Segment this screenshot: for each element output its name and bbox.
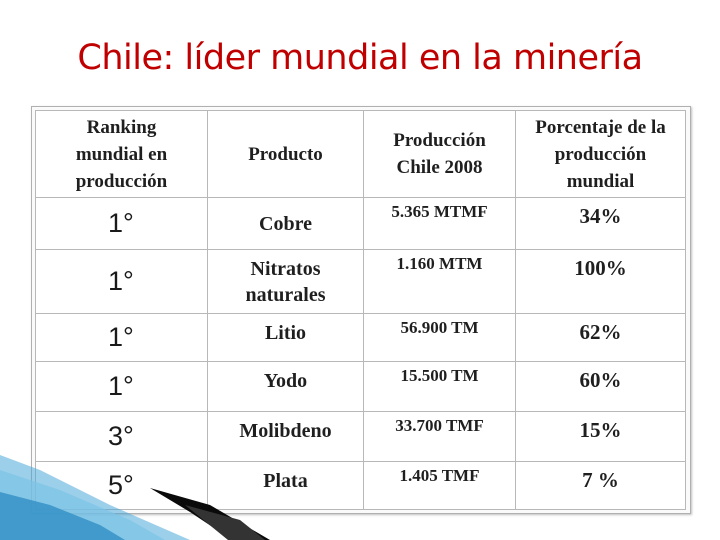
- percent-cell: 62%: [515, 313, 686, 362]
- header-porcentaje: Porcentaje de la producción mundial: [515, 110, 686, 198]
- product-cell: Cobre: [207, 197, 364, 250]
- percent-cell: 60%: [515, 361, 686, 412]
- header-producto: Producto: [207, 110, 364, 198]
- rank-cell: 1°: [35, 313, 208, 362]
- product-cell: Molibdeno: [207, 411, 364, 462]
- product-cell: Nitratos naturales: [207, 249, 364, 314]
- header-produccion: Producción Chile 2008: [363, 110, 516, 198]
- production-cell: 1.160 MTM: [363, 249, 516, 314]
- table-row: 3° Molibdeno 33.700 TMF 15%: [35, 411, 686, 462]
- table-header-row: Ranking mundial en producción Producto P…: [35, 110, 686, 198]
- product-cell: Yodo: [207, 361, 364, 412]
- percent-cell: 7 %: [515, 461, 686, 510]
- production-cell: 15.500 TM: [363, 361, 516, 412]
- product-cell: Plata: [207, 461, 364, 510]
- rank-cell: 3°: [35, 411, 208, 462]
- product-cell: Litio: [207, 313, 364, 362]
- table-row: 1° Yodo 15.500 TM 60%: [35, 361, 686, 412]
- percent-cell: 34%: [515, 197, 686, 250]
- table-row: 1° Nitratos naturales 1.160 MTM 100%: [35, 249, 686, 314]
- table-row: 1° Litio 56.900 TM 62%: [35, 313, 686, 362]
- percent-cell: 100%: [515, 249, 686, 314]
- rank-cell: 1°: [35, 249, 208, 314]
- percent-cell: 15%: [515, 411, 686, 462]
- mining-ranking-table: Ranking mundial en producción Producto P…: [35, 110, 686, 510]
- rank-cell: 1°: [35, 197, 208, 250]
- production-cell: 1.405 TMF: [363, 461, 516, 510]
- slide-title: Chile: líder mundial en la minería: [77, 38, 643, 78]
- production-cell: 33.700 TMF: [363, 411, 516, 462]
- table-row: 1° Cobre 5.365 MTMF 34%: [35, 197, 686, 250]
- production-cell: 56.900 TM: [363, 313, 516, 362]
- rank-cell: 1°: [35, 361, 208, 412]
